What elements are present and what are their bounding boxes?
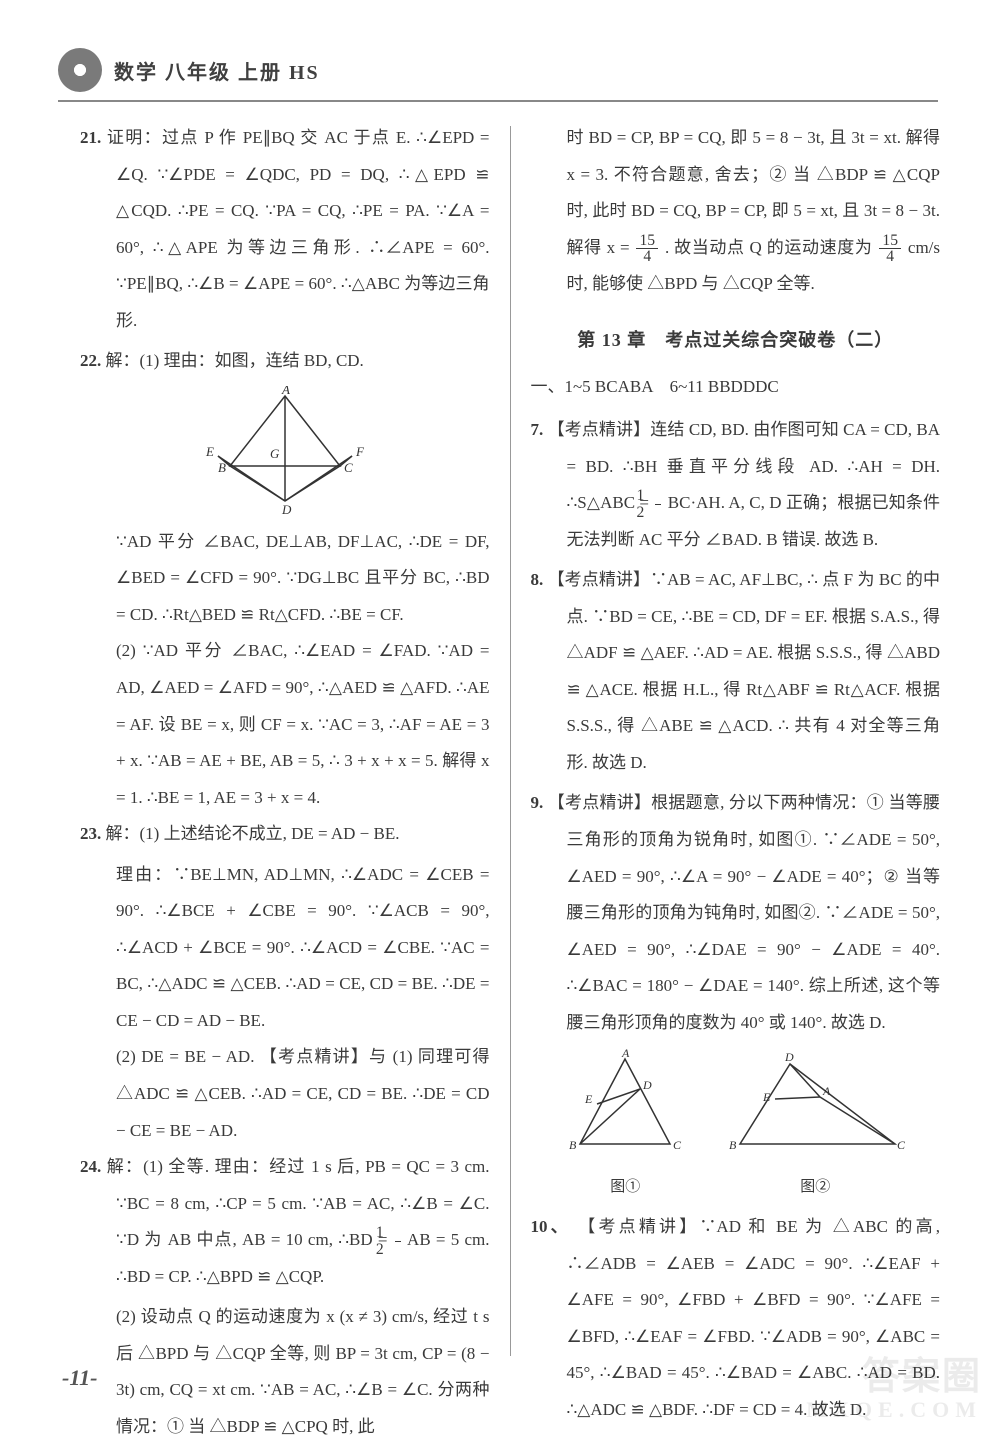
item-23-body2: (2) DE = BE − AD. 【考点精讲】与 (1) 同理可得 △ADC … bbox=[80, 1039, 490, 1149]
text: . 故当动点 Q 的运动速度为 bbox=[665, 238, 877, 257]
svg-text:E: E bbox=[762, 1090, 771, 1104]
item-23: 23. 解：(1) 上述结论不成立, DE = AD − BE. bbox=[80, 816, 490, 853]
column-divider bbox=[510, 126, 511, 1356]
svg-text:A: A bbox=[822, 1084, 831, 1098]
figure-9-row: A B C D E 图① bbox=[530, 1049, 940, 1203]
item-number: 8. bbox=[530, 570, 543, 589]
svg-text:C: C bbox=[673, 1138, 682, 1152]
figure-9-1: A B C D E 图① bbox=[565, 1049, 685, 1203]
right-column: 时 BD = CP, BP = CQ, 即 5 = 8 − 3t, 且 3t =… bbox=[530, 120, 940, 1446]
fraction-half: 12 bbox=[395, 1225, 401, 1257]
fig2-caption: 图② bbox=[725, 1171, 905, 1203]
fraction-15-4: 154 bbox=[879, 233, 901, 265]
svg-text:A: A bbox=[621, 1049, 630, 1060]
fraction-half: 12 bbox=[655, 488, 661, 520]
item-24-body: (2) 设动点 Q 的运动速度为 x (x ≠ 3) cm/s, 经过 t s … bbox=[80, 1299, 490, 1445]
svg-text:G: G bbox=[270, 446, 280, 461]
figure-9-2: A B C D E 图② bbox=[725, 1049, 905, 1203]
item-text: 证明：过点 P 作 PE∥BQ 交 AC 于点 E. ∴∠EPD = ∠Q. ∵… bbox=[107, 128, 490, 330]
svg-text:B: B bbox=[569, 1138, 577, 1152]
answers-line: 一、1~5 BCABA 6~11 BBDDDC bbox=[530, 369, 940, 406]
svg-text:D: D bbox=[642, 1078, 652, 1092]
page-number: -11- bbox=[62, 1365, 97, 1391]
item-text: 【考点精讲】根据题意, 分以下两种情况：① 当等腰三角形的顶角为锐角时, 如图①… bbox=[548, 793, 940, 1031]
item-number: 21. bbox=[80, 128, 101, 147]
svg-text:D: D bbox=[784, 1050, 794, 1064]
item-number: 23. bbox=[80, 824, 101, 843]
item-23-body1: 理由：∵BE⊥MN, AD⊥MN, ∴∠ADC = ∠CEB = 90°. ∴∠… bbox=[80, 857, 490, 1040]
item-text: 【考点精讲】∵AB = AC, AF⊥BC, ∴ 点 F 为 BC 的中点. ∵… bbox=[548, 570, 940, 772]
watermark: 答案圈 MXQE.COM bbox=[806, 1358, 982, 1421]
svg-text:A: A bbox=[281, 386, 290, 397]
page-header: 数学 八年级 上册 HS bbox=[58, 48, 320, 92]
item-22-body2: (2) ∵AD 平分 ∠BAC, ∴∠EAD = ∠FAD. ∵AD = AD,… bbox=[80, 633, 490, 816]
item-number: 22. bbox=[80, 351, 101, 370]
fig1-caption: 图① bbox=[565, 1171, 685, 1203]
item-7: 7. 【考点精讲】连结 CD, BD. 由作图可知 CA = CD, BA = … bbox=[530, 412, 940, 558]
watermark-sub: MXQE.COM bbox=[806, 1398, 982, 1421]
item-22-body1: ∵AD 平分 ∠BAC, DE⊥AB, DF⊥AC, ∴DE = DF, ∠BE… bbox=[80, 524, 490, 634]
svg-text:E: E bbox=[584, 1092, 593, 1106]
fraction-15-4: 154 bbox=[636, 233, 658, 265]
svg-text:C: C bbox=[897, 1138, 905, 1152]
item-24-continued: 时 BD = CP, BP = CQ, 即 5 = 8 − 3t, 且 3t =… bbox=[530, 120, 940, 303]
item-8: 8. 【考点精讲】∵AB = AC, AF⊥BC, ∴ 点 F 为 BC 的中点… bbox=[530, 562, 940, 781]
svg-text:B: B bbox=[729, 1138, 737, 1152]
item-24: 24. 解：(1) 全等. 理由：经过 1 s 后, PB = QC = 3 c… bbox=[80, 1149, 490, 1295]
item-21: 21. 证明：过点 P 作 PE∥BQ 交 AC 于点 E. ∴∠EPD = ∠… bbox=[80, 120, 490, 339]
content-columns: 21. 证明：过点 P 作 PE∥BQ 交 AC 于点 E. ∴∠EPD = ∠… bbox=[80, 120, 940, 1446]
svg-text:F: F bbox=[355, 444, 365, 459]
svg-text:C: C bbox=[344, 460, 353, 475]
item-9: 9. 【考点精讲】根据题意, 分以下两种情况：① 当等腰三角形的顶角为锐角时, … bbox=[530, 785, 940, 1041]
item-number: 7. bbox=[530, 420, 543, 439]
item-22: 22. 解：(1) 理由：如图，连结 BD, CD. bbox=[80, 343, 490, 380]
section-title: 第 13 章 考点过关综合突破卷（二） bbox=[530, 321, 940, 360]
item-number: 10、 bbox=[530, 1217, 570, 1236]
logo-icon bbox=[58, 48, 102, 92]
svg-text:B: B bbox=[218, 460, 226, 475]
left-column: 21. 证明：过点 P 作 PE∥BQ 交 AC 于点 E. ∴∠EPD = ∠… bbox=[80, 120, 490, 1446]
svg-text:D: D bbox=[281, 502, 292, 516]
item-text: 解：(1) 理由：如图，连结 BD, CD. bbox=[106, 351, 364, 370]
item-number: 9. bbox=[530, 793, 543, 812]
item-number: 24. bbox=[80, 1157, 101, 1176]
header-rule bbox=[58, 100, 938, 102]
svg-text:E: E bbox=[205, 444, 214, 459]
header-title: 数学 八年级 上册 HS bbox=[114, 56, 320, 85]
item-text: 解：(1) 上述结论不成立, DE = AD − BE. bbox=[106, 824, 400, 843]
watermark-main: 答案圈 bbox=[806, 1358, 982, 1398]
figure-22: A B C D E F G bbox=[200, 386, 370, 516]
